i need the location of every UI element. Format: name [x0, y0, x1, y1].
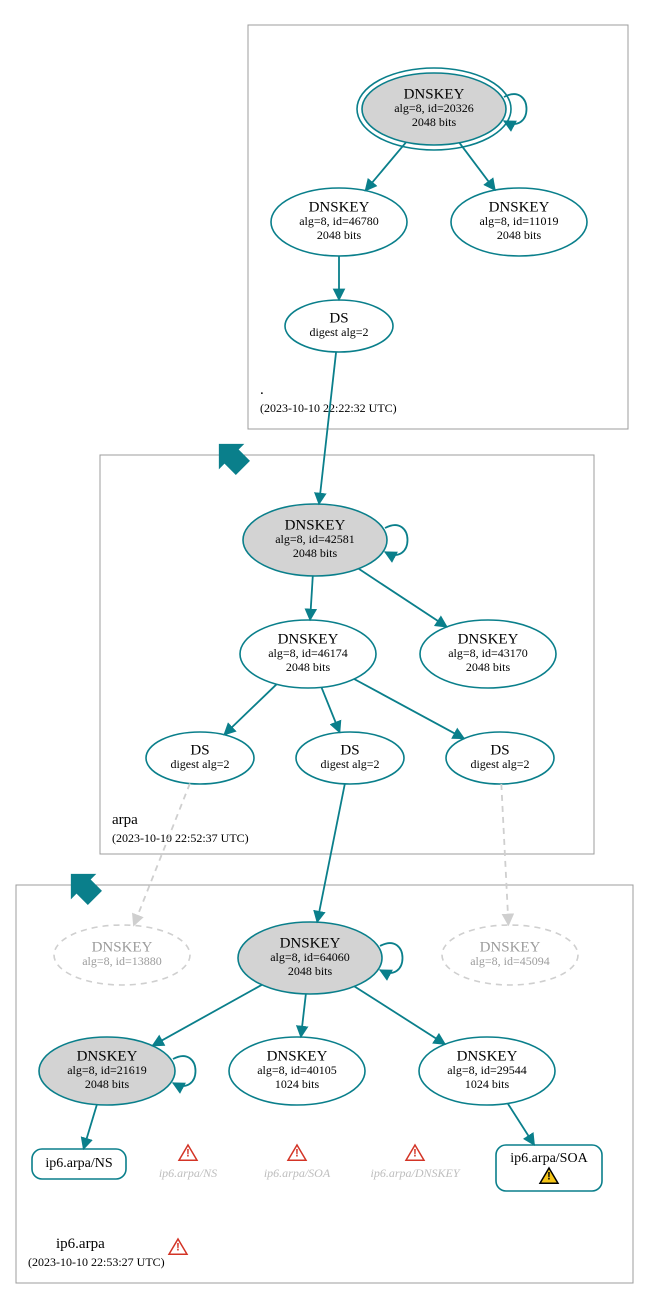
node-rect_ns: ip6.arpa/NS [32, 1149, 126, 1179]
edge [354, 986, 445, 1044]
zone-ts-root: (2023-10-10 22:22:32 UTC) [260, 401, 397, 415]
node-root_zsk2: DNSKEYalg=8, id=110192048 bits [451, 188, 587, 256]
node-root_zsk1: DNSKEYalg=8, id=467802048 bits [271, 188, 407, 256]
edge [359, 569, 447, 627]
svg-text:digest alg=2: digest alg=2 [170, 757, 229, 771]
svg-text:ip6.arpa/SOA: ip6.arpa/SOA [510, 1151, 588, 1166]
edge [321, 687, 339, 732]
edge [310, 576, 313, 620]
edge [319, 352, 336, 504]
svg-text:alg=8, id=46780: alg=8, id=46780 [299, 214, 379, 228]
node-arpa_zsk1: DNSKEYalg=8, id=461742048 bits [240, 620, 376, 688]
edge [84, 1105, 97, 1149]
node-root_ksk: DNSKEYalg=8, id=203262048 bits [357, 68, 527, 150]
svg-text:!: ! [186, 1148, 190, 1160]
svg-text:2048 bits: 2048 bits [85, 1077, 130, 1091]
svg-text:2048 bits: 2048 bits [286, 660, 331, 674]
edge [224, 684, 277, 735]
edge [459, 143, 495, 190]
zone-label-root: . [260, 382, 264, 398]
svg-text:!: ! [176, 1242, 180, 1254]
edge [508, 1103, 535, 1145]
svg-text:alg=8, id=46174: alg=8, id=46174 [268, 646, 348, 660]
node-arpa_ds3: DSdigest alg=2 [446, 732, 554, 784]
node-ip6_zsk_mid: DNSKEYalg=8, id=401051024 bits [229, 1037, 365, 1105]
rrset-label-faded: ip6.arpa/DNSKEY [370, 1166, 460, 1180]
delegation-arrow [58, 861, 107, 910]
svg-text:alg=8, id=64060: alg=8, id=64060 [270, 950, 350, 964]
svg-text:2048 bits: 2048 bits [466, 660, 511, 674]
svg-text:ip6.arpa/NS: ip6.arpa/NS [45, 1156, 112, 1171]
edge [317, 784, 345, 922]
svg-text:!: ! [547, 1171, 551, 1183]
svg-text:2048 bits: 2048 bits [497, 228, 542, 242]
svg-text:alg=8, id=42581: alg=8, id=42581 [275, 532, 355, 546]
node-arpa_ds1: DSdigest alg=2 [146, 732, 254, 784]
zone-label-arpa: arpa [112, 812, 138, 828]
zone-ts-ip6: (2023-10-10 22:53:27 UTC) [28, 1255, 165, 1269]
svg-text:alg=8, id=43170: alg=8, id=43170 [448, 646, 528, 660]
node-ip6_zsk_right: DNSKEYalg=8, id=295441024 bits [419, 1037, 555, 1105]
edge [354, 679, 464, 739]
svg-text:alg=8, id=29544: alg=8, id=29544 [447, 1063, 527, 1077]
edge [152, 985, 261, 1046]
node-arpa_zsk2: DNSKEYalg=8, id=431702048 bits [420, 620, 556, 688]
node-ip6_fade2: DNSKEYalg=8, id=45094 [442, 925, 578, 985]
zone-label-ip6: ip6.arpa [56, 1236, 105, 1252]
node-arpa_ksk: DNSKEYalg=8, id=425812048 bits [243, 504, 408, 576]
svg-text:alg=8, id=21619: alg=8, id=21619 [67, 1063, 147, 1077]
svg-text:1024 bits: 1024 bits [275, 1077, 320, 1091]
delegation-arrow [206, 431, 255, 480]
svg-text:!: ! [413, 1148, 417, 1160]
svg-text:alg=8, id=20326: alg=8, id=20326 [394, 101, 474, 115]
svg-text:alg=8, id=45094: alg=8, id=45094 [470, 954, 550, 968]
node-ip6_fade1: DNSKEYalg=8, id=13880 [54, 925, 190, 985]
edge [301, 994, 306, 1037]
node-arpa_ds2: DSdigest alg=2 [296, 732, 404, 784]
svg-text:2048 bits: 2048 bits [288, 964, 333, 978]
svg-text:alg=8, id=11019: alg=8, id=11019 [479, 214, 558, 228]
svg-text:digest alg=2: digest alg=2 [320, 757, 379, 771]
svg-text:!: ! [295, 1148, 299, 1160]
edge [365, 142, 406, 190]
svg-text:2048 bits: 2048 bits [317, 228, 362, 242]
svg-text:alg=8, id=40105: alg=8, id=40105 [257, 1063, 337, 1077]
node-ip6_zsk_grey: DNSKEYalg=8, id=216192048 bits [39, 1037, 196, 1105]
node-root_ds: DSdigest alg=2 [285, 300, 393, 352]
node-rect_soa: ip6.arpa/SOA! [496, 1145, 602, 1191]
svg-text:digest alg=2: digest alg=2 [470, 757, 529, 771]
svg-text:alg=8, id=13880: alg=8, id=13880 [82, 954, 162, 968]
svg-text:1024 bits: 1024 bits [465, 1077, 510, 1091]
svg-text:2048 bits: 2048 bits [412, 115, 457, 129]
rrset-label-faded: ip6.arpa/NS [159, 1166, 217, 1180]
zone-ts-arpa: (2023-10-10 22:52:37 UTC) [112, 831, 249, 845]
node-ip6_ksk: DNSKEYalg=8, id=640602048 bits [238, 922, 403, 994]
svg-text:digest alg=2: digest alg=2 [309, 325, 368, 339]
svg-text:2048 bits: 2048 bits [293, 546, 338, 560]
rrset-label-faded: ip6.arpa/SOA [264, 1166, 331, 1180]
